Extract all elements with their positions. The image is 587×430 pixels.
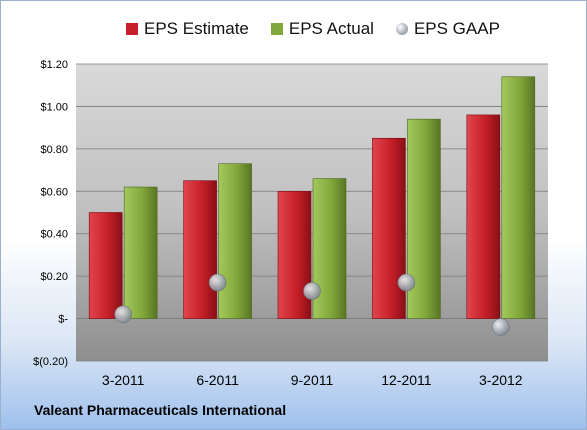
y-tick-label: $0.20 bbox=[40, 271, 68, 283]
legend-label-eps-estimate: EPS Estimate bbox=[144, 19, 249, 38]
y-tick-label: $0.60 bbox=[40, 186, 68, 198]
legend: EPS Estimate EPS Actual EPS GAAP bbox=[126, 15, 522, 43]
bar-eps-estimate bbox=[466, 114, 501, 319]
x-tick-label: 3-2011 bbox=[102, 372, 145, 388]
bar-eps-actual bbox=[123, 186, 158, 319]
point-eps-gaap bbox=[303, 282, 321, 300]
bar-eps-actual bbox=[501, 76, 536, 319]
legend-item-eps-actual: EPS Actual bbox=[270, 19, 374, 39]
y-axis-tick-labels: $1.20 $1.00 $0.80 $0.60 $0.40 $0.20 $- $(0.20) bbox=[33, 59, 68, 368]
x-tick-label: 3-2012 bbox=[479, 372, 523, 388]
point-eps-gaap bbox=[114, 305, 132, 324]
bars bbox=[88, 76, 536, 319]
legend-label-eps-actual: EPS Actual bbox=[288, 19, 374, 38]
y-tick-label: $1.00 bbox=[40, 101, 68, 113]
bar-eps-actual bbox=[312, 178, 347, 319]
x-axis-tick-labels: 3-2011 6-2011 9-2011 12-2011 3-2012 bbox=[102, 372, 523, 388]
legend-swatch-eps-actual bbox=[270, 23, 283, 35]
point-eps-gaap bbox=[491, 318, 510, 336]
bar-eps-estimate bbox=[277, 190, 312, 319]
point-eps-gaap bbox=[208, 273, 227, 292]
y-tick-label: $(0.20) bbox=[33, 356, 68, 368]
legend-swatch-eps-estimate bbox=[126, 23, 138, 35]
x-tick-label: 12-2011 bbox=[381, 372, 432, 388]
y-tick-label: $0.80 bbox=[40, 144, 68, 156]
legend-item-eps-estimate: EPS Estimate bbox=[126, 19, 249, 39]
legend-item-eps-gaap: EPS GAAP bbox=[395, 19, 500, 39]
bar-eps-estimate bbox=[88, 212, 123, 319]
y-tick-label: $1.20 bbox=[40, 59, 68, 71]
point-eps-gaap bbox=[397, 273, 416, 292]
bar-eps-estimate bbox=[372, 137, 406, 319]
legend-label-eps-gaap: EPS GAAP bbox=[413, 19, 500, 38]
bar-eps-actual bbox=[218, 163, 252, 319]
gaap-points bbox=[114, 273, 510, 336]
y-tick-label: $- bbox=[58, 314, 68, 326]
legend-swatch-eps-gaap bbox=[395, 23, 408, 35]
company-name: Valeant Pharmaceuticals International bbox=[34, 402, 287, 418]
x-tick-label: 6-2011 bbox=[196, 372, 239, 388]
y-tick-label: $0.40 bbox=[40, 229, 68, 241]
x-tick-label: 9-2011 bbox=[291, 372, 334, 388]
bar-eps-estimate bbox=[183, 180, 217, 319]
